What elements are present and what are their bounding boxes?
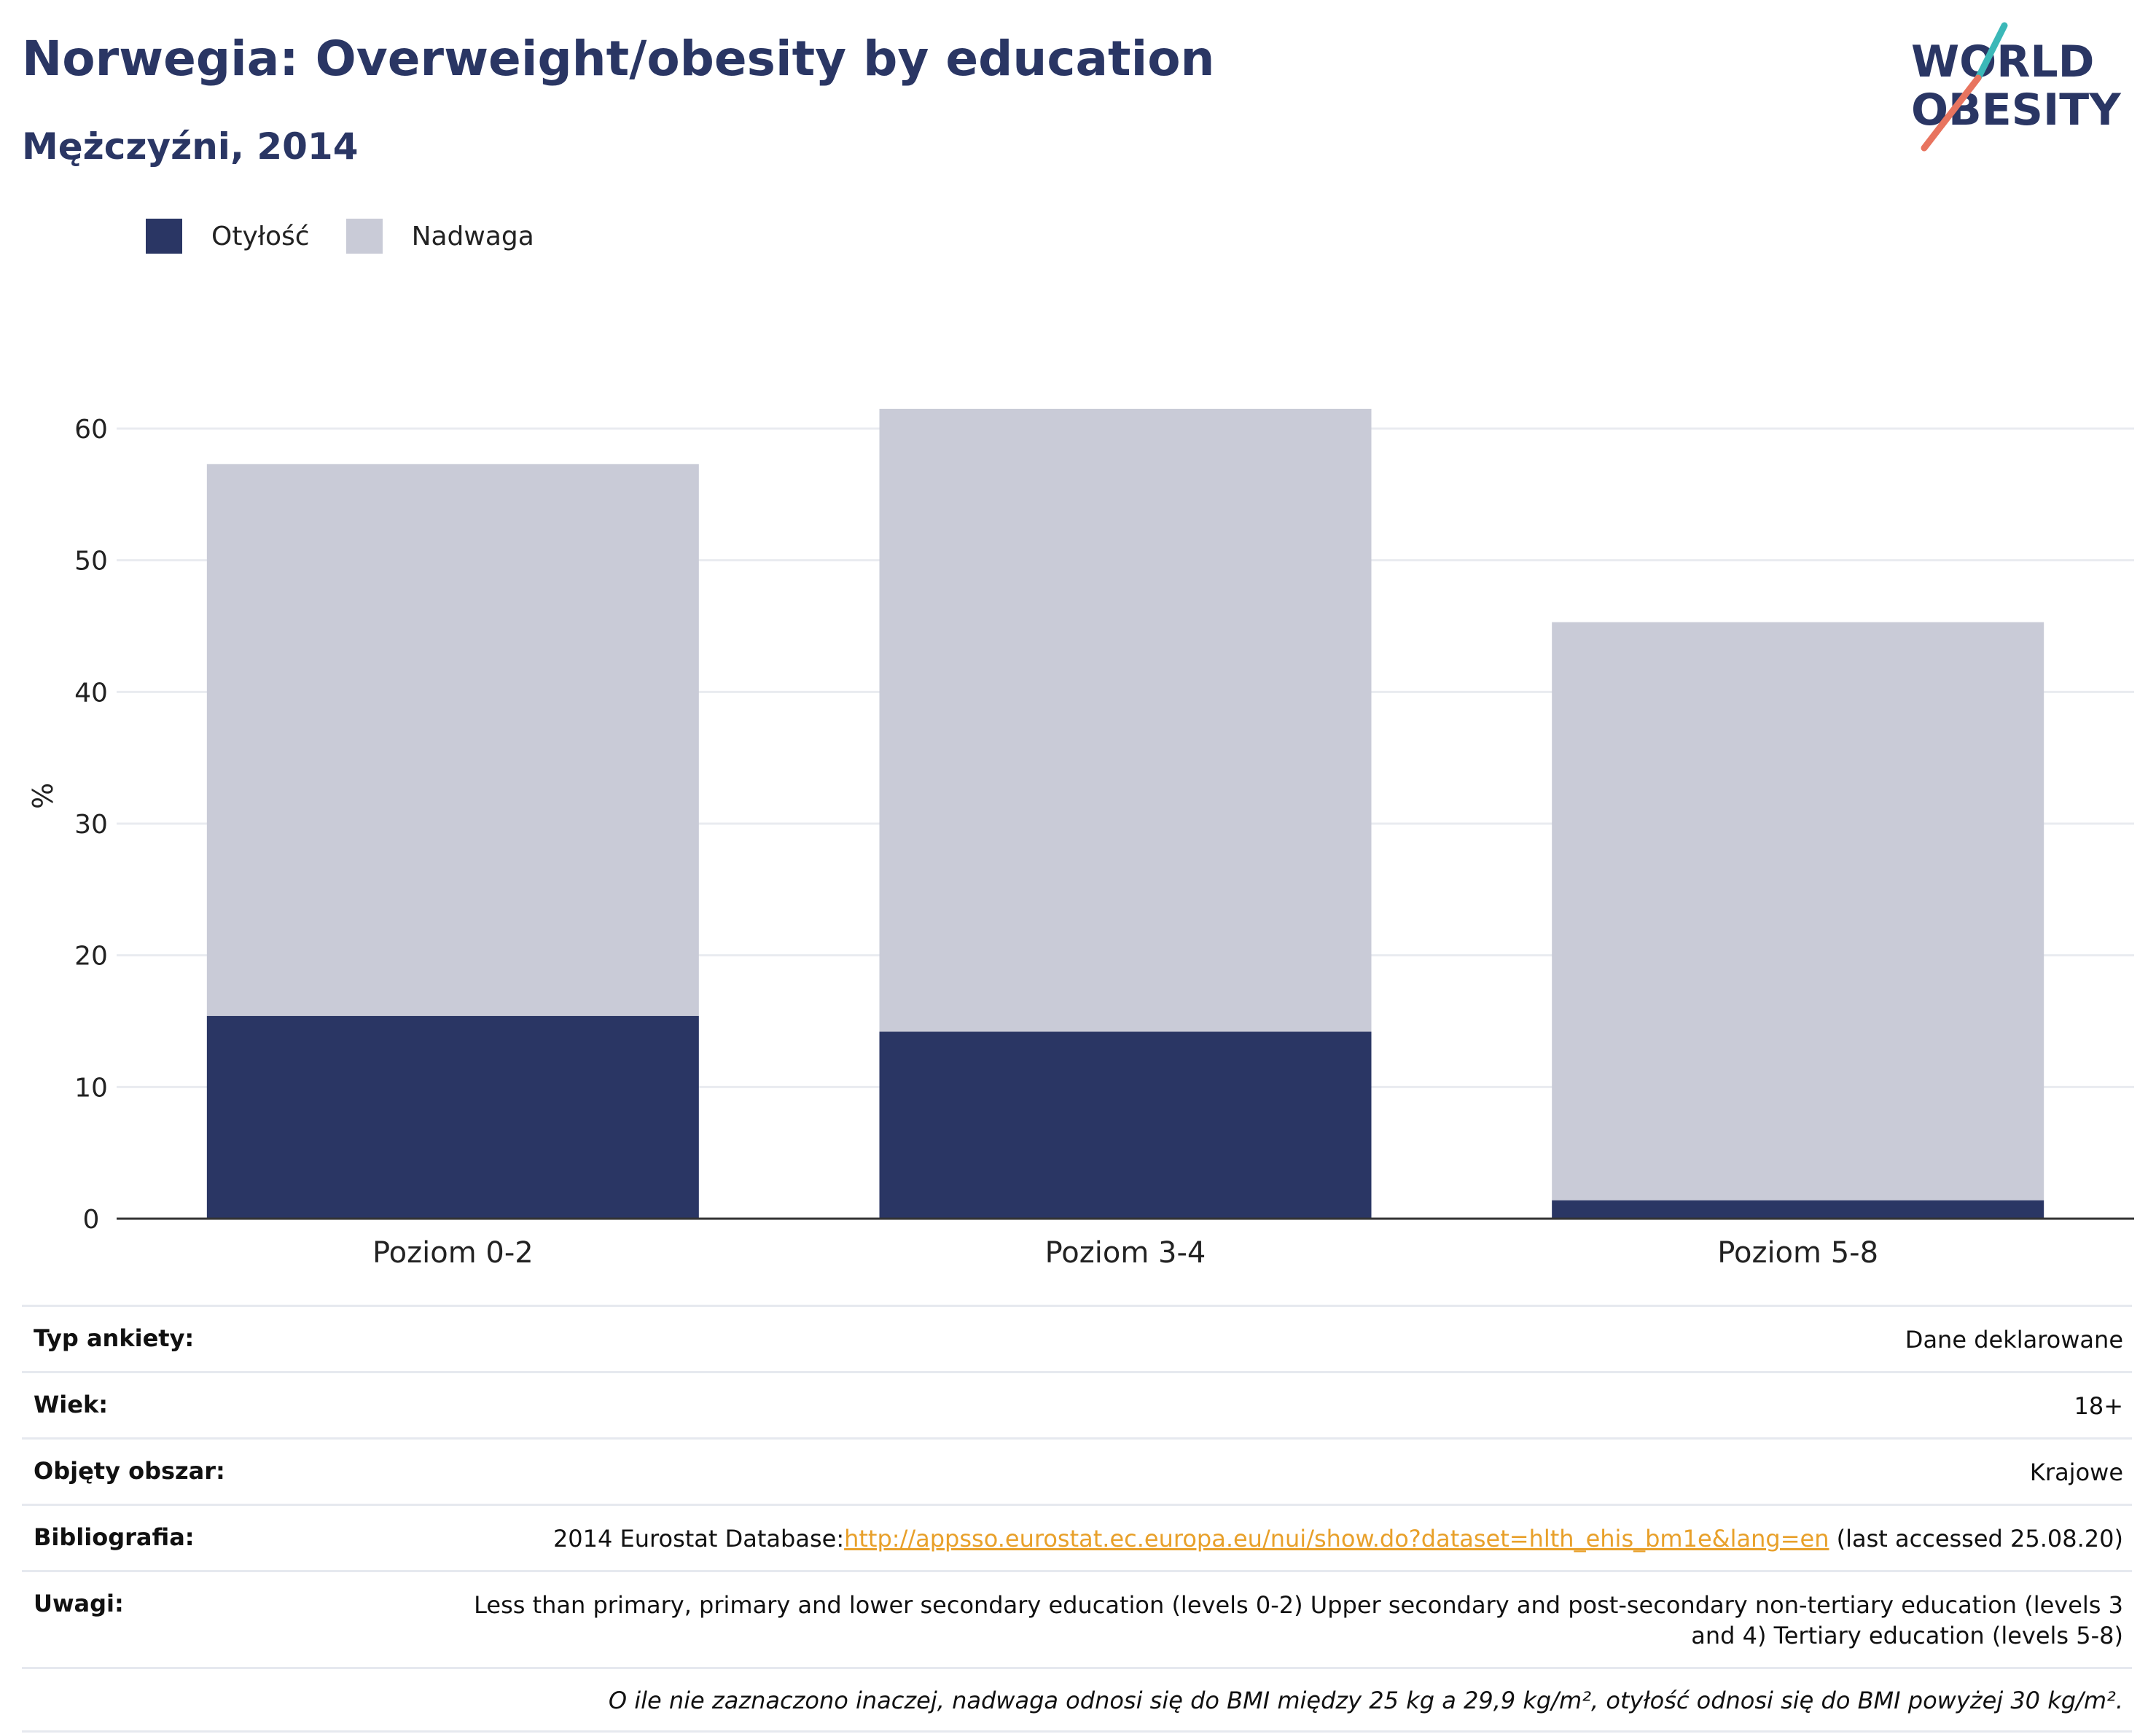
bmi-footnote: O ile nie zaznaczono inaczej, nadwaga od…	[608, 1687, 2123, 1714]
survey-type-label: Typ ankiety:	[34, 1324, 195, 1352]
info-row-age: Wiek: 18+	[22, 1371, 2132, 1437]
y-tick-label: 50	[74, 547, 108, 577]
bar-obesity-2[interactable]	[879, 1031, 1372, 1219]
y-tick-label: 60	[74, 415, 108, 445]
x-tick-label: Poziom 3-4	[1045, 1236, 1206, 1270]
info-row-area: Objęty obszar: Krajowe	[22, 1437, 2132, 1504]
area-label: Objęty obszar:	[34, 1457, 225, 1485]
legend-label-obesity: Otyłość	[211, 221, 310, 251]
bar-overweight-2[interactable]	[879, 408, 1372, 1032]
area-value: Krajowe	[2029, 1458, 2123, 1486]
chart-bars	[206, 408, 2044, 1219]
y-tick-label: 40	[74, 678, 108, 708]
x-tick-label: Poziom 5-8	[1717, 1236, 1878, 1270]
y-tick-label: 20	[74, 942, 108, 972]
bibliography-link[interactable]: http://appsso.eurostat.ec.europa.eu/nui/…	[844, 1525, 1829, 1553]
legend-label-overweight: Nadwaga	[411, 221, 534, 251]
legend-item-overweight[interactable]: Nadwaga	[345, 219, 534, 254]
chart-legend: Otyłość Nadwaga	[146, 216, 571, 257]
info-row-survey: Typ ankiety: Dane deklarowane	[22, 1305, 2132, 1371]
bar-overweight-1[interactable]	[206, 464, 699, 1016]
chart-axes: 0 10 20 30 40 50 60 Poziom 0-2 Poziom 3-4 Poziom …	[74, 415, 2134, 1270]
info-row-bibliography: Bibliografia: 2014 Eurostat Database:htt…	[22, 1504, 2132, 1570]
y-axis-label: %	[27, 783, 59, 809]
x-tick-label: Poziom 0-2	[372, 1236, 534, 1270]
notes-label: Uwagi:	[34, 1590, 124, 1617]
info-row-notes: Uwagi: Less than primary, primary and lo…	[22, 1570, 2132, 1667]
legend-swatch-overweight	[345, 219, 383, 254]
info-table: Typ ankiety: Dane deklarowane Wiek: 18+ …	[22, 1305, 2132, 1733]
world-obesity-logo: WORLD OBESITY	[1902, 18, 2143, 157]
y-tick-label: 10	[74, 1073, 108, 1103]
y-tick-label: 0	[83, 1205, 100, 1235]
legend-swatch-obesity	[146, 219, 182, 254]
bar-chart: 0 10 20 30 40 50 60 Poziom 0-2 Poziom 3-4 Poziom …	[27, 408, 2134, 1270]
y-tick-label: 30	[74, 810, 108, 840]
info-row-footnote: O ile nie zaznaczono inaczej, nadwaga od…	[22, 1667, 2132, 1733]
logo-word-world: WORLD	[1911, 36, 2095, 87]
chart-title: Norwegia: Overweight/obesity by educatio…	[22, 31, 1215, 87]
logo-slash-icon	[1921, 22, 2008, 152]
age-label: Wiek:	[34, 1391, 109, 1418]
bibliography-prefix: 2014 Eurostat Database:	[552, 1525, 845, 1553]
survey-type-value: Dane deklarowane	[1905, 1326, 2123, 1354]
bar-overweight-3[interactable]	[1552, 622, 2044, 1200]
bar-obesity-1[interactable]	[206, 1015, 699, 1219]
bibliography-label: Bibliografia:	[34, 1523, 195, 1551]
bibliography-value: 2014 Eurostat Database:http://appsso.eur…	[553, 1523, 2123, 1554]
bibliography-suffix: (last accessed 25.08.20)	[1829, 1525, 2123, 1553]
age-value: 18+	[2074, 1392, 2123, 1420]
notes-value: Less than primary, primary and lower sec…	[474, 1591, 2123, 1649]
legend-item-obesity[interactable]: Otyłość	[146, 219, 310, 254]
chart-subtitle: Mężczyźni, 2014	[22, 125, 359, 168]
bar-obesity-3[interactable]	[1552, 1200, 2044, 1219]
